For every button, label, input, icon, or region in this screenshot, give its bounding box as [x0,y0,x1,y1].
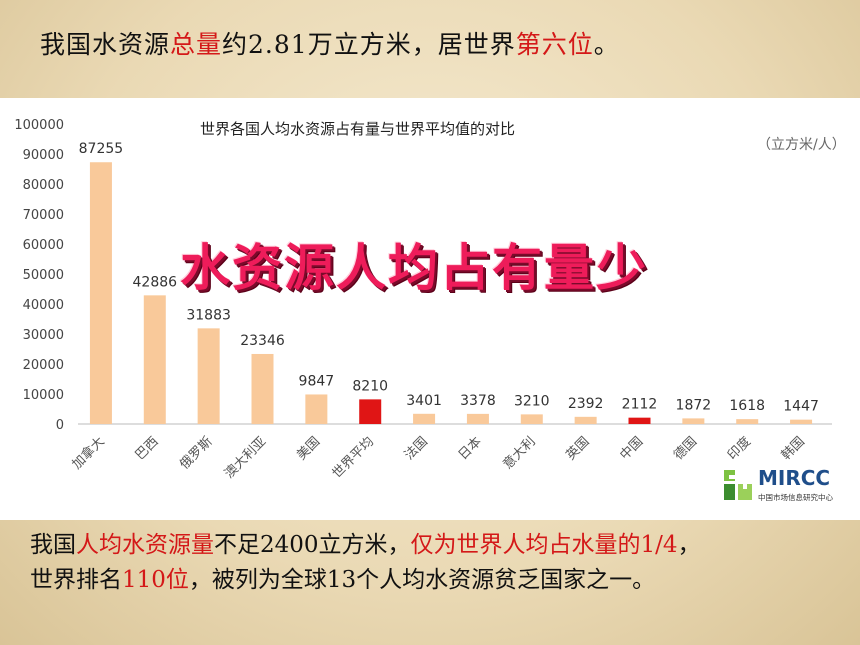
summary-text-1e: ， [677,532,701,558]
y-tick-label: 70000 [23,208,64,223]
bar [574,416,597,424]
category-label: 德国 [671,434,700,463]
headline: 我国水资源总量约2.81万立方米，居世界第六位。 [40,18,840,72]
summary-highlight-per-capita: 人均水资源量 [76,532,214,558]
category-label: 俄罗斯 [177,434,215,472]
category-label: 世界平均 [330,434,377,481]
bar [89,162,112,425]
headline-part3: 约2.81万立方米，居世界 [222,30,516,59]
bar [413,413,436,424]
summary-highlight-ratio: 仅为世界人均占水量的1/4 [410,532,678,558]
bar [790,419,813,424]
bar [143,295,166,424]
y-tick-label: 0 [56,418,64,433]
overlay-title: 水资源人均占有量少 [180,239,648,297]
bar [197,328,220,424]
y-tick-label: 20000 [23,358,64,373]
value-label: 9847 [299,373,335,389]
bar-chart: 0 10000 20000 30000 40000 50000 60000 70000 8000… [14,118,832,482]
mircc-logo-icon [724,470,752,500]
category-label: 意大利 [500,434,539,473]
category-label: 澳大利亚 [221,434,269,482]
value-label: 2112 [622,397,658,413]
logo-text: MIRCC [758,466,831,490]
summary-text: 我国人均水资源量不足2400立方米，仅为世界人均占水量的1/4， 世界排名110… [30,528,840,598]
summary-highlight-rank: 110位 [122,567,189,593]
bar [359,399,382,424]
category-label: 加拿大 [69,434,108,473]
bar [466,413,489,424]
value-label: 1618 [729,398,765,414]
logo-subtitle-cn: 中国市场信息研究中心 [758,493,833,502]
summary-text-1a: 我国 [30,532,76,558]
value-label: 3401 [406,393,442,409]
y-tick-label: 100000 [14,118,64,133]
value-label: 87255 [79,141,124,157]
summary-text-1c: 不足2400立方米， [214,532,411,558]
summary-line-2: 世界排名110位，被列为全球13个人均水资源贫乏国家之一。 [30,563,840,598]
bar [305,394,328,424]
category-label: 印度 [724,434,754,464]
value-label: 1447 [783,399,819,415]
bar [251,353,274,424]
category-label: 巴西 [133,434,162,463]
category-label: 英国 [563,434,592,463]
value-label: 42886 [133,274,178,290]
category-label: 中国 [617,434,646,463]
headline-part1: 我国水资源 [40,30,171,59]
headline-highlight-rank: 第六位 [515,30,594,59]
summary-text-2c: ，被列为全球13个人均水资源贫乏国家之一。 [188,567,656,593]
y-tick-label: 60000 [23,238,64,253]
category-label: 日本 [456,434,485,463]
chart-panel: 0 10000 20000 30000 40000 50000 60000 70000 8000… [0,98,860,520]
bar [628,417,651,424]
value-label: 31883 [186,307,231,323]
bar [682,418,705,424]
category-label: 美国 [294,434,323,463]
mircc-logo: MIRCC 中国市场信息研究中心 [724,460,856,512]
logo-subtitle: 中国市场信息研究中心 [758,492,833,503]
headline-part5: 。 [593,30,620,59]
value-label: 3210 [514,393,550,409]
y-tick-label: 10000 [23,388,64,403]
headline-highlight-total: 总量 [170,30,223,59]
summary-line-1: 我国人均水资源量不足2400立方米，仅为世界人均占水量的1/4， [30,528,840,563]
category-label: 韩国 [779,434,808,463]
value-label: 2392 [568,396,604,412]
y-tick-label: 30000 [23,328,64,343]
bar [520,414,543,424]
chart-title: 世界各国人均水资源占有量与世界平均值的对比 [200,120,516,138]
value-label: 1872 [676,397,712,413]
y-tick-label: 90000 [23,148,64,163]
value-label: 3378 [460,393,496,409]
y-tick-label: 50000 [23,268,64,283]
summary-text-2a: 世界排名 [30,567,122,593]
value-label: 23346 [240,333,285,349]
y-tick-label: 80000 [23,178,64,193]
unit-label: （立方米/人） [757,137,846,153]
category-label: 法国 [402,434,431,463]
value-label: 8210 [352,378,388,394]
y-tick-label: 40000 [23,298,64,313]
bar [736,419,759,424]
